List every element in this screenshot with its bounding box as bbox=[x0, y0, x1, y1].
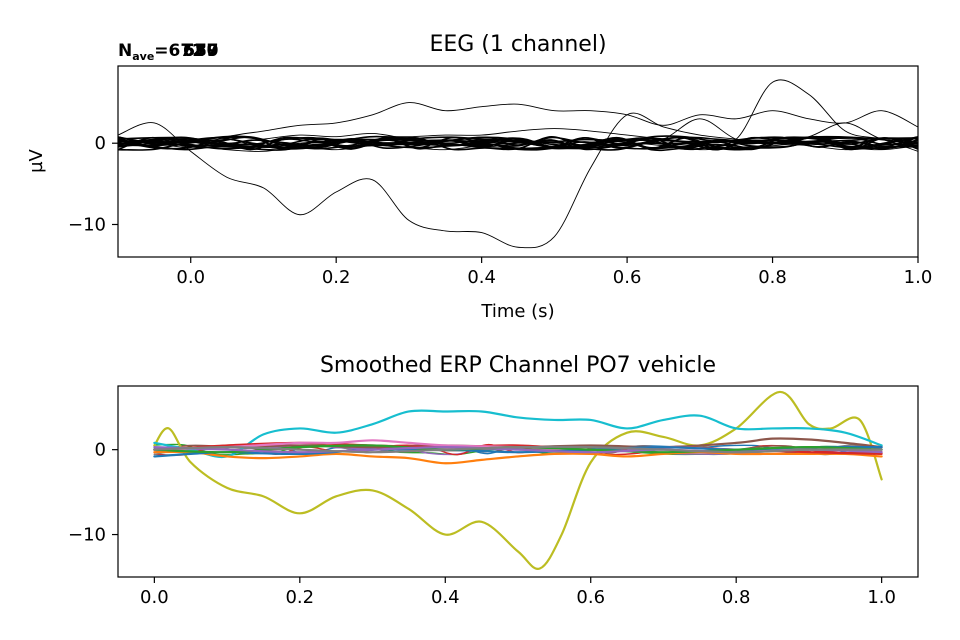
eeg-axes-frame bbox=[117, 65, 919, 258]
erp-trace-cyan bbox=[153, 409, 883, 459]
nave-value-overlap: 689 bbox=[183, 41, 219, 61]
erp-panel: Smoothed ERP Channel PO7 vehicle 0.0 0.2 0… bbox=[68, 353, 919, 608]
erp-ytick-label: 0 bbox=[95, 440, 106, 461]
erp-trace-orange bbox=[153, 450, 883, 465]
erp-xtick-label: 1.0 bbox=[867, 587, 896, 608]
eeg-trace-cond-1 bbox=[118, 112, 918, 249]
eeg-trace-cond-5 bbox=[118, 140, 918, 152]
erp-traces bbox=[153, 390, 883, 570]
nave-values: 672 bbox=[169, 41, 205, 61]
eeg-trace-cond-2 bbox=[118, 102, 918, 148]
erp-xtick-label: 0.4 bbox=[431, 587, 460, 608]
eeg-title: EEG (1 channel) bbox=[429, 32, 606, 57]
erp-ytick-label: −10 bbox=[68, 525, 106, 546]
nave-value-overlap: 559 bbox=[183, 41, 219, 61]
eeg-ytick-label: −10 bbox=[68, 214, 106, 235]
eeg-traces bbox=[118, 79, 918, 249]
eeg-xtick-label: 0.4 bbox=[467, 267, 496, 288]
nave-value-overlap: 577 bbox=[183, 41, 219, 61]
eeg-trace-cond-3 bbox=[118, 79, 918, 152]
erp-xtick-label: 0.0 bbox=[140, 587, 169, 608]
eeg-xlabel: Time (s) bbox=[480, 301, 554, 322]
eeg-ticks: 0.0 0.2 0.4 0.6 0.8 1.0 −10 0 bbox=[68, 133, 932, 288]
eeg-xtick-label: 0.2 bbox=[322, 267, 351, 288]
eeg-xtick-label: 0.6 bbox=[613, 267, 642, 288]
eeg-xtick-label: 1.0 bbox=[904, 267, 933, 288]
eeg-panel: EEG (1 channel) Nave=672 µV Time (s) 0.0… bbox=[26, 32, 932, 322]
erp-trace-brown bbox=[153, 437, 883, 451]
erp-trace-olive bbox=[153, 390, 883, 570]
erp-xtick-label: 0.8 bbox=[722, 587, 751, 608]
erp-title: Smoothed ERP Channel PO7 vehicle bbox=[320, 353, 716, 378]
eeg-xtick-label: 0.8 bbox=[758, 267, 787, 288]
eeg-xtick-label: 0.0 bbox=[176, 267, 205, 288]
erp-trace-gray bbox=[153, 445, 883, 454]
eeg-ylabel: µV bbox=[26, 148, 47, 172]
eeg-ytick-label: 0 bbox=[95, 133, 106, 154]
erp-axes-frame bbox=[117, 385, 919, 578]
erp-xtick-label: 0.6 bbox=[576, 587, 605, 608]
erp-xtick-label: 0.2 bbox=[285, 587, 314, 608]
erp-ticks: 0.0 0.2 0.4 0.6 0.8 1.0 −10 0 bbox=[68, 440, 896, 608]
nave-value-overlap: 650 bbox=[183, 41, 219, 61]
